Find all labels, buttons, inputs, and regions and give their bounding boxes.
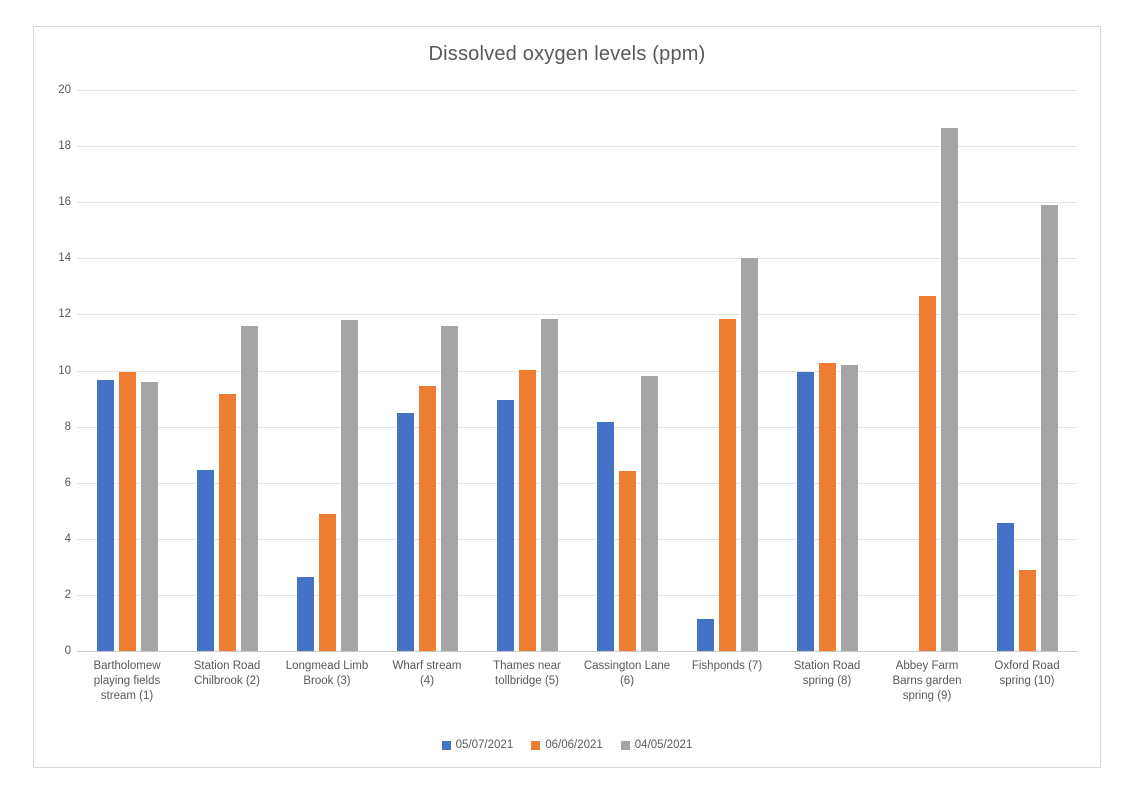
category-label: Cassington Lane (6) (575, 659, 679, 689)
category-label-line: Oxford Road (994, 660, 1060, 672)
gridline (77, 370, 1077, 372)
bar-series3-cat7 (741, 258, 758, 651)
bar-series1-cat10 (997, 523, 1014, 651)
bar-series1-cat8 (797, 372, 814, 651)
category-label: Bartholomew playing fields stream (1) (75, 659, 179, 704)
legend-swatch-icon (531, 740, 541, 750)
bar-series2-cat3 (319, 514, 336, 651)
bar-series2-cat9 (919, 296, 936, 651)
bar-series3-cat5 (541, 319, 558, 651)
gridline (77, 482, 1077, 484)
bar-series3-cat6 (641, 376, 658, 651)
category-label-line: spring (8) (802, 675, 852, 687)
y-tick-label: 4 (64, 532, 71, 545)
y-tick-label: 16 (58, 196, 71, 209)
category-label: Thames near tollbridge (5) (475, 659, 579, 689)
category-label-line: spring (9) (902, 690, 952, 702)
category-label-line: Longmead Limb (285, 660, 369, 672)
bar-series3-cat2 (241, 326, 258, 651)
bar-series3-cat4 (441, 326, 458, 651)
y-tick-label: 2 (64, 588, 71, 601)
category-label-line: tollbridge (5) (495, 675, 559, 687)
bar-series2-cat5 (519, 370, 536, 651)
category-label: Wharf stream (4) (375, 659, 479, 689)
bar-series1-cat5 (497, 400, 514, 651)
category-label-line: Chilbrook (2) (194, 675, 260, 687)
category-label-line: Cassington Lane (583, 660, 671, 672)
y-tick-label: 12 (58, 308, 71, 321)
category-label: Oxford Road spring (10) (975, 659, 1079, 689)
bar-series1-cat1 (97, 380, 114, 651)
category-label-line: Barns garden (892, 675, 962, 687)
chart-container: Dissolved oxygen levels (ppm) 0 2 4 6 8 10 12 1… (33, 26, 1101, 768)
category-label-line: Station Road (193, 660, 261, 672)
category-label-line: Abbey Farm (895, 660, 959, 672)
chart-title: Dissolved oxygen levels (ppm) (428, 43, 706, 65)
gridline (77, 90, 1077, 91)
gridline (77, 538, 1077, 540)
plot-area: 0 2 4 6 8 10 12 14 16 18 20 (58, 84, 1077, 657)
category-label-line: spring (10) (999, 675, 1055, 687)
category-label-line: (6) (619, 675, 635, 687)
y-tick-label: 14 (58, 252, 71, 265)
bar-series3-cat9 (941, 128, 958, 651)
x-axis-labels: Bartholomew playing fields stream (1) Stati… (77, 659, 1077, 719)
y-tick-label: 10 (58, 364, 71, 377)
category-label-line: Bartholomew (93, 660, 161, 672)
gridline (77, 258, 1077, 260)
legend-item-series1: 05/07/2021 (441, 739, 514, 751)
gridline (77, 426, 1077, 428)
category-label-line: Wharf stream (392, 660, 462, 672)
gridline (77, 146, 1077, 148)
category-label-line: Fishponds (7) (691, 660, 763, 672)
legend-label: 06/06/2021 (545, 739, 603, 751)
legend-swatch-icon (620, 740, 630, 750)
bar-series1-cat3 (297, 577, 314, 651)
category-label-line: playing fields (93, 675, 161, 687)
y-tick-label: 8 (64, 420, 71, 433)
gridline (77, 314, 1077, 316)
bar-series1-cat2 (197, 470, 214, 651)
y-tick-label: 18 (58, 140, 71, 153)
y-tick-label: 20 (58, 84, 71, 96)
legend-item-series3: 04/05/2021 (620, 739, 693, 751)
x-axis-line (77, 651, 1077, 652)
gridline (77, 594, 1077, 596)
category-label-line: (4) (419, 675, 435, 687)
category-label-line: stream (1) (100, 690, 154, 702)
bar-series2-cat1 (119, 372, 136, 651)
bar-series3-cat3 (341, 320, 358, 651)
legend-label: 04/05/2021 (634, 739, 693, 751)
category-label: Abbey Farm Barns garden spring (9) (875, 659, 979, 704)
category-label: Station Road spring (8) (775, 659, 879, 689)
category-label: Longmead Limb Brook (3) (275, 659, 379, 689)
bar-series1-cat7 (697, 619, 714, 651)
category-label: Station Road Chilbrook (2) (175, 659, 279, 689)
category-label-line: Station Road (793, 660, 861, 672)
legend-label: 05/07/2021 (455, 739, 514, 751)
gridline (77, 202, 1077, 204)
bar-series2-cat7 (719, 319, 736, 651)
bar-series2-cat4 (419, 386, 436, 651)
bar-series2-cat6 (619, 471, 636, 651)
legend-item-series2: 06/06/2021 (531, 739, 603, 751)
category-label-line: Brook (3) (303, 675, 351, 687)
category-label: Fishponds (7) (675, 659, 779, 674)
bar-series2-cat10 (1019, 570, 1036, 651)
bar-series3-cat8 (841, 365, 858, 651)
bar-series2-cat2 (219, 394, 236, 651)
bar-series1-cat6 (597, 422, 614, 651)
bar-series3-cat10 (1041, 205, 1058, 651)
legend-swatch-icon (441, 740, 451, 750)
bar-series2-cat8 (819, 363, 836, 651)
category-label-line: Thames near (493, 660, 561, 672)
bar-series1-cat4 (397, 413, 414, 651)
legend: 05/07/2021 06/06/2021 04/05/2021 (34, 739, 1100, 751)
y-tick-label: 6 (64, 476, 71, 489)
bar-series3-cat1 (141, 382, 158, 651)
y-tick-label: 0 (64, 645, 71, 657)
